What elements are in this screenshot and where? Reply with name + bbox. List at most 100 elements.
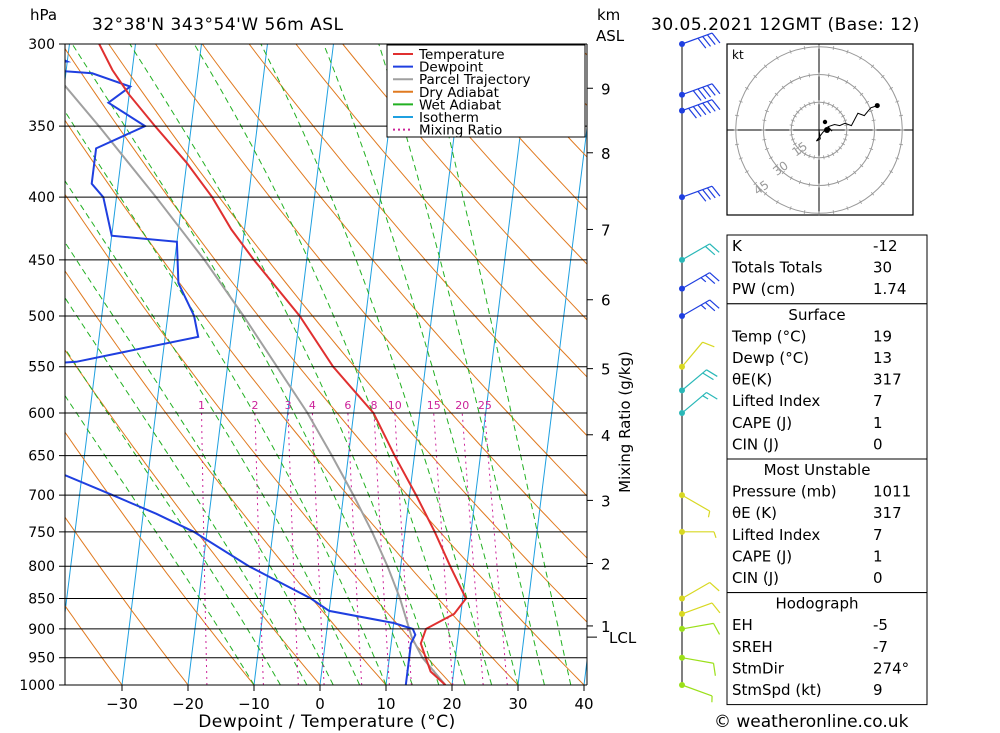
isotherm-line [517, 124, 587, 685]
indices-label: Pressure (mb) [732, 483, 837, 501]
hodograph-ring-tick [789, 134, 794, 136]
hodograph-ring-tick [789, 206, 792, 211]
wet-adiabat-line [260, 44, 493, 685]
wind-barb-half-flag [707, 510, 711, 518]
indices-value: 1 [873, 547, 883, 565]
hodograph-ring-tick [844, 124, 849, 126]
wind-barb-flag [697, 190, 707, 202]
hodograph-ring-tick [832, 209, 835, 215]
dewpoint-profile [65, 59, 417, 685]
indices-label: Totals Totals [731, 259, 823, 277]
wind-barb-flag [706, 187, 716, 199]
wet-adiabat-line [323, 44, 519, 685]
wind-barb-flag [711, 32, 721, 44]
km-tick-label: 3 [601, 492, 611, 510]
hodograph-ring-tick [841, 142, 845, 146]
mixing-ratio-line [484, 412, 508, 685]
indices-value: 0 [873, 435, 883, 453]
mixing-ratio-line [433, 412, 454, 685]
hodograph-ring-tick [870, 191, 875, 196]
wind-barb-staff [681, 185, 713, 198]
hodograph-ring-tick [764, 147, 769, 151]
wind-barb-flag [706, 391, 718, 400]
indices-label: SREH [732, 638, 773, 656]
wind-barb-staff [681, 243, 711, 261]
legend-label: Mixing Ratio [419, 123, 502, 139]
hodograph-ring-tick [853, 85, 857, 90]
mixing-ratio-line [347, 412, 363, 685]
pressure-tick-label: 400 [28, 190, 55, 206]
temperature-profile [98, 44, 468, 685]
indices-label: CAPE (J) [732, 547, 792, 565]
location-title: 32°38'N 343°54'W 56m ASL [92, 15, 344, 35]
wind-barb-flag [702, 102, 712, 114]
hodograph-ring-tick [803, 45, 806, 51]
indices-block [726, 303, 928, 460]
km-tick-label: 5 [601, 361, 611, 379]
pressure-tick-label: 800 [28, 559, 55, 575]
hodograph-ring-tick [808, 73, 811, 78]
indices-value: -7 [873, 638, 888, 656]
mixing-ratio-line [287, 412, 299, 685]
pressure-tick-label: 750 [28, 525, 55, 541]
indices-value: 1 [873, 414, 883, 432]
indices-value: 1011 [873, 483, 911, 501]
axes: 1 2 3 4 6 8 10 15 20 2530035040045050055060065070… [19, 37, 636, 713]
indices-label: StmSpd (kt) [732, 681, 822, 699]
pressure-tick-label: 600 [28, 406, 55, 422]
dry-adiabat-line [342, 44, 587, 321]
temperature-tick-label: −20 [172, 695, 204, 713]
indices-value: 7 [873, 526, 883, 544]
mixing-ratio-line [461, 412, 484, 685]
hodograph-ring-tick [859, 200, 862, 205]
hodograph-ring-tick [827, 73, 830, 78]
hodograph-ring-tick [865, 100, 869, 104]
hodograph-ring-tick [808, 182, 811, 187]
wind-barb-staff [681, 581, 711, 599]
hodograph-ring-tick [789, 80, 793, 84]
dry-adiabat-line [248, 44, 587, 437]
mixing-ratio-label: 8 [371, 399, 378, 412]
hodograph-ring-tick [898, 143, 904, 146]
hodograph-ring-tick [793, 142, 797, 146]
km-tick-label: 9 [601, 80, 611, 98]
legend-label: Isotherm [419, 110, 479, 126]
hodograph-ring-tick [895, 157, 900, 160]
hodograph-ring-tick [889, 87, 894, 90]
mixing-ratio-label: 25 [478, 399, 492, 412]
hodograph-ring-tick [898, 114, 904, 117]
indices-label: EH [732, 616, 753, 634]
wind-barb-flag [692, 106, 702, 117]
wet-adiabat-line [65, 296, 308, 685]
wind-barb-staff [681, 602, 713, 615]
mixing-ratio-label: 15 [427, 399, 441, 412]
wind-barb-half-flag [700, 304, 707, 310]
hodograph-ring-tick [870, 64, 875, 69]
hodograph-ring-tick [803, 152, 807, 156]
hodograph-ring-tick [753, 181, 758, 186]
wind-barb-flag [704, 302, 716, 312]
hodograph-ring-tick [744, 170, 749, 173]
mixing-ratio-line [201, 412, 208, 685]
wind-barb-half-flag [702, 395, 709, 400]
hodograph-ring-tick [795, 110, 800, 114]
hodograph-ring-tick [869, 147, 874, 151]
wind-barb-half-flag [713, 531, 717, 539]
plot-area [65, 44, 587, 685]
hodograph-ring-tick [869, 109, 874, 113]
datetime-title: 30.05.2021 12GMT (Base: 12) [651, 15, 920, 35]
hodograph-ring-tick [835, 106, 839, 111]
indices-label: Dewp (°C) [732, 349, 809, 367]
hodograph-unit-label: kt [732, 48, 744, 62]
mixing-ratio-label: 20 [455, 399, 469, 412]
hodograph-ring-tick [734, 143, 740, 146]
wet-adiabat-line [65, 179, 361, 685]
indices-value: -5 [873, 616, 888, 634]
asl-axis-title: ASL [596, 27, 625, 45]
hodograph-ring-tick [762, 119, 767, 122]
hodograph-ring-tick [776, 200, 779, 205]
wind-barb-flag [702, 189, 712, 200]
wind-barb-flag [709, 243, 720, 253]
dry-adiabat-line [65, 516, 189, 685]
